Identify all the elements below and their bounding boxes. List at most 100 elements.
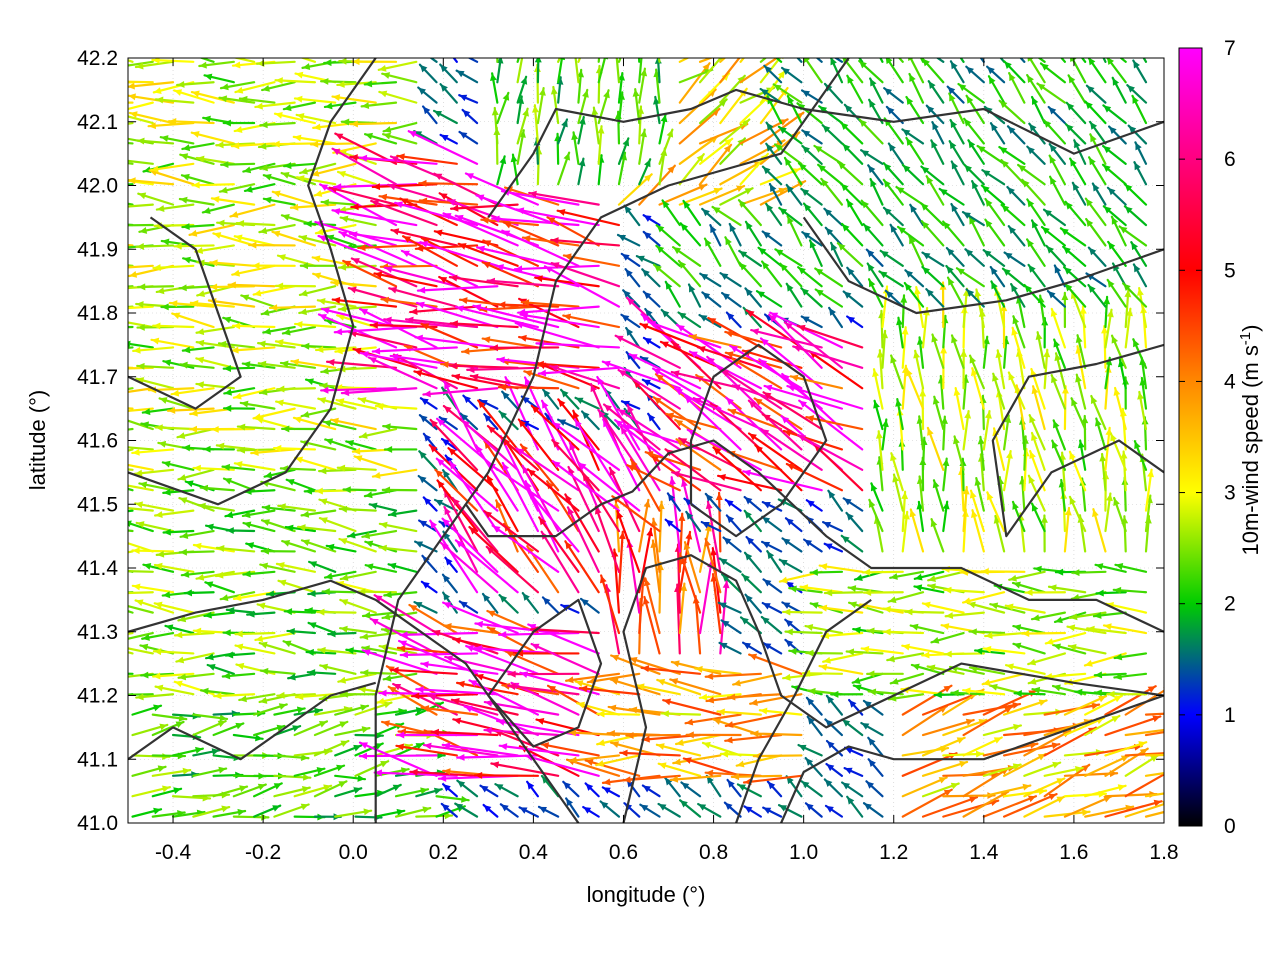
wind-vector-head [611,654,620,662]
wind-vector-head [353,347,362,355]
wind-vector-head [729,224,737,233]
wind-vector-head [909,236,916,245]
wind-vector [543,265,621,308]
wind-vector-head [1012,501,1019,510]
wind-vector [611,495,661,533]
wind-vector [419,241,499,267]
wind-vector-head [802,232,811,240]
wind-vector-head [179,548,187,556]
wind-vector-head [1109,126,1117,135]
wind-vector-head [525,481,532,490]
wind-vector-head [721,620,730,628]
wind-vector-head [1111,335,1119,344]
wind-vector [502,522,539,573]
wind-vector-head [578,158,586,167]
wind-vector [1144,772,1164,777]
wind-vector [739,139,786,165]
wind-vector-head [1093,611,1102,619]
wind-vector-head [969,796,977,803]
wind-vector-head [785,628,793,636]
wind-vector-head [1069,496,1077,505]
wind-vector-head [351,203,359,211]
wind-vector-head [905,608,913,616]
wind-vector-head [536,360,544,368]
wind-vector-head [469,527,478,535]
wind-vector-head [102,670,109,677]
wind-vector-head [561,389,569,398]
wind-vector-head [224,388,232,396]
wind-vector-head [702,208,710,217]
wind-vector [472,304,560,329]
wind-vector-head [640,804,649,812]
wind-vector-head [638,51,645,58]
wind-vector-head [314,707,322,715]
wind-vector-head [947,86,956,95]
wind-vector-head [1070,158,1077,167]
wind-vector-head [389,286,398,294]
wind-vector [527,490,580,553]
wind-vector-head [950,120,958,129]
wind-vector [128,60,154,67]
wind-vector-head [524,370,533,377]
wind-vector-head [910,623,919,631]
wind-vector-head [713,718,722,725]
wind-vector [909,58,925,84]
wind-vector-head [1085,198,1093,207]
wind-vector [373,272,438,288]
wind-vector-head [226,607,235,614]
wind-vector [1019,58,1026,63]
wind-vector-head [1066,102,1075,111]
wind-vector-head [801,188,810,197]
wind-vector-head [96,454,104,461]
wind-vector-head [522,593,530,601]
wind-vector [818,664,864,675]
wind-vector [617,368,681,410]
wind-vector-head [695,665,703,673]
wind-vector-head [927,664,936,672]
wind-vector-head [779,805,788,812]
x-tick-label: 0.2 [429,841,458,864]
wind-vector-head [339,505,348,513]
wind-vector-head [748,400,757,409]
wind-vector [572,409,600,471]
wind-vector-head [956,268,965,276]
wind-vector-head [379,193,388,201]
wind-vector-head [318,397,327,404]
wind-vector-head [629,354,638,361]
wind-vector-head [640,129,647,138]
wind-vector-head [786,184,794,193]
wind-vector-head [234,234,243,242]
wind-vector-head [642,379,651,387]
wind-vector-head [497,718,505,726]
wind-vector-head [744,497,753,505]
wind-vector [749,693,803,705]
wind-vector [576,702,621,716]
wind-vector-head [543,389,551,398]
wind-vector-head [304,487,313,495]
wind-vector [759,180,807,206]
wind-vector-head [831,242,838,251]
wind-vector-head [1060,228,1069,236]
wind-vector-head [360,633,369,640]
wind-vector [551,421,621,471]
wind-vector-head [1107,690,1115,698]
wind-vector-head [890,355,897,364]
wind-vector [921,760,969,777]
wind-vector-head [340,599,349,606]
wind-vector [926,426,945,471]
wind-vector-head [725,736,733,744]
wind-vector-head [1071,398,1078,407]
wind-vector-head [1103,146,1111,154]
wind-vector-head [785,518,794,526]
wind-vector-head [782,602,791,609]
wind-vector-head [197,290,206,298]
wind-vector-head [114,590,121,597]
wind-vector-head [1072,182,1080,191]
wind-vector-head [443,406,452,414]
wind-vector-head [1002,268,1011,276]
wind-vector [198,58,215,63]
colorbar-tick-label: 1 [1224,704,1236,727]
wind-vector [250,448,296,455]
wind-vector-head [1022,783,1031,791]
wind-vector-head [932,480,940,489]
